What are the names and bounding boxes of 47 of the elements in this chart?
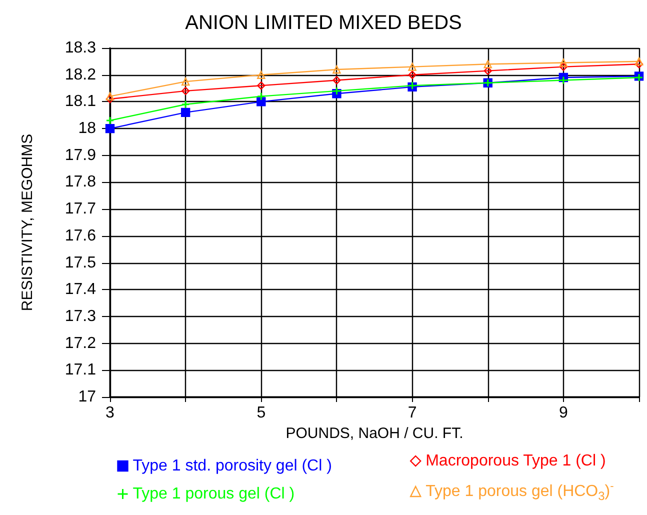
legend-label: Macroporous Type 1 (Cl ) [426,452,606,470]
x-axis-title: POUNDS, NaOH / CU. FT. [286,424,464,442]
legend-label: Type 1 std. porosity gel (Cl ) [132,458,332,474]
x-tick-label: 7 [408,404,417,422]
y-tick-label: 17.6 [64,227,96,244]
point [408,62,416,71]
y-tick-label: 17.7 [64,200,96,218]
point [256,97,266,106]
point [181,100,190,109]
point [106,92,114,100]
point [634,60,644,68]
point [257,70,266,79]
point [105,124,115,134]
point [559,62,568,71]
y-tick-label: 17.9 [64,146,96,164]
point [634,57,644,66]
point [106,94,114,104]
point [559,58,568,67]
y-tick-label: 17.2 [64,334,96,352]
x-tick-label: 3 [106,404,115,422]
point [332,65,341,74]
y-axis-title: RESISTIVITY, MEGOHMS [19,134,36,312]
x-tick-label: 9 [558,404,568,422]
point [332,86,341,96]
y-tick-label: 17.3 [64,308,96,325]
y-tick-label: 17 [78,388,96,406]
point [484,66,492,75]
y-tick-label: 18 [78,120,96,138]
y-tick-label: 17.5 [64,254,96,272]
y-tick-label: 17.8 [64,174,96,191]
y-tick-label: 17.1 [64,362,96,379]
point [332,76,341,84]
y-tick-label: 18.3 [64,40,96,56]
chart-title: ANION LIMITED MIXED BEDS [185,12,462,34]
x-tick-label: 5 [256,404,266,422]
point [408,70,416,79]
y-tick-label: 17.4 [64,281,96,298]
y-tick-label: 18.1 [64,93,96,110]
point [181,77,190,86]
point [180,108,190,118]
point [559,76,568,84]
point [484,60,492,68]
y-tick-label: 18.2 [64,66,96,84]
point [181,86,190,96]
legend-label: Type 1 porous gel (Cl ) [132,486,295,502]
point [256,92,266,101]
point [257,81,266,90]
